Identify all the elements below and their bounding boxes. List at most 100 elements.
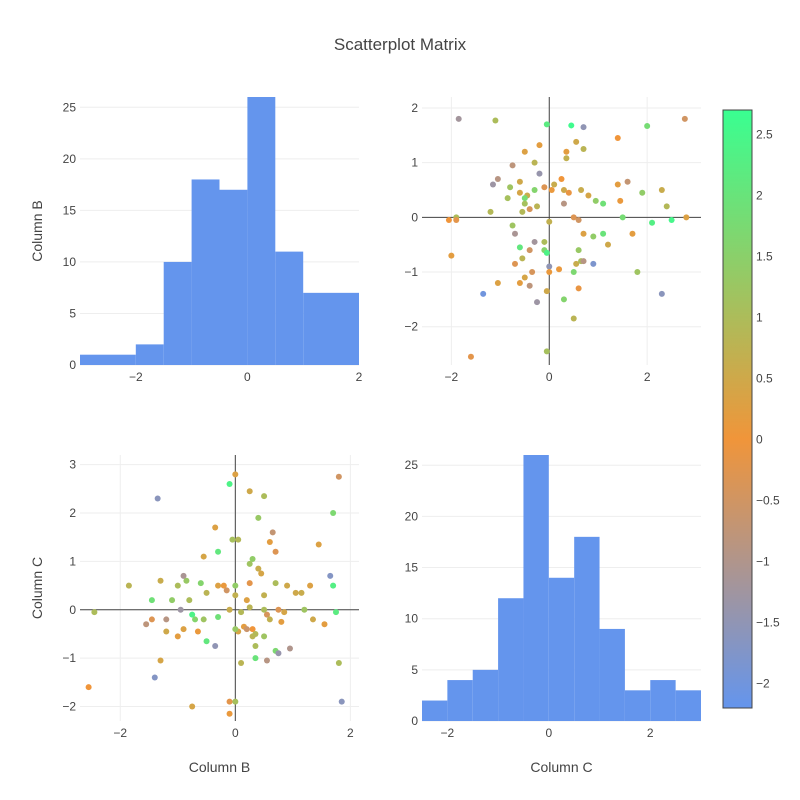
scatter-point[interactable] [534, 203, 541, 210]
scatter-point[interactable] [526, 206, 533, 213]
scatter-point[interactable] [600, 230, 607, 237]
scatter-point[interactable] [494, 176, 501, 183]
scatter-point[interactable] [157, 577, 164, 584]
scatter-point[interactable] [489, 181, 496, 188]
scatter-point[interactable] [563, 148, 570, 155]
scatter-point[interactable] [507, 184, 514, 191]
scatter-point[interactable] [148, 597, 155, 604]
scatter-point[interactable] [580, 258, 587, 265]
scatter-point[interactable] [238, 659, 245, 666]
scatter-point[interactable] [143, 621, 150, 628]
scatter-point[interactable] [448, 252, 455, 259]
scatter-point[interactable] [541, 184, 548, 191]
scatter-point[interactable] [575, 247, 582, 254]
scatter-point[interactable] [580, 145, 587, 152]
scatter-point[interactable] [263, 611, 270, 618]
scatter-point[interactable] [284, 582, 291, 589]
scatter-point[interactable] [644, 122, 651, 129]
scatter-point[interactable] [261, 493, 268, 500]
histogram-bar[interactable] [523, 455, 549, 721]
scatter-point[interactable] [243, 626, 250, 633]
histogram-bar[interactable] [80, 354, 136, 365]
scatter-point[interactable] [560, 296, 567, 303]
histogram-bar[interactable] [447, 680, 473, 721]
scatter-point[interactable] [619, 214, 626, 221]
scatter-point[interactable] [560, 186, 567, 193]
scatter-point[interactable] [614, 181, 621, 188]
scatter-point[interactable] [563, 155, 570, 162]
scatter-point[interactable] [492, 117, 499, 124]
scatter-point[interactable] [226, 481, 233, 488]
scatter-point[interactable] [252, 630, 259, 637]
scatter-point[interactable] [543, 121, 550, 128]
scatter-point[interactable] [189, 611, 196, 618]
scatter-point[interactable] [85, 684, 92, 691]
scatter-point[interactable] [252, 655, 259, 662]
scatter-point[interactable] [543, 348, 550, 355]
scatter-point[interactable] [658, 186, 665, 193]
scatter-point[interactable] [298, 589, 305, 596]
scatter-point[interactable] [575, 285, 582, 292]
scatter-point[interactable] [177, 606, 184, 613]
scatter-point[interactable] [531, 159, 538, 166]
scatter-point[interactable] [504, 195, 511, 202]
scatter-point[interactable] [327, 572, 334, 579]
scatter-point[interactable] [658, 290, 665, 297]
scatter-point[interactable] [255, 565, 262, 572]
scatter-point[interactable] [246, 488, 253, 495]
scatter-point[interactable] [534, 299, 541, 306]
scatter-point[interactable] [261, 633, 268, 640]
scatter-point[interactable] [215, 548, 222, 555]
scatter-point[interactable] [578, 186, 585, 193]
scatter-point[interactable] [246, 560, 253, 567]
scatter-point[interactable] [531, 186, 538, 193]
scatter-point[interactable] [180, 626, 187, 633]
scatter-point[interactable] [261, 606, 268, 613]
scatter-point[interactable] [232, 626, 239, 633]
scatter-point[interactable] [235, 536, 242, 543]
scatter-point[interactable] [266, 616, 273, 623]
scatter-point[interactable] [309, 616, 316, 623]
scatter-point[interactable] [203, 638, 210, 645]
scatter-point[interactable] [272, 580, 279, 587]
scatter-point[interactable] [558, 176, 565, 183]
scatter-point[interactable] [275, 606, 282, 613]
scatter-point[interactable] [445, 217, 452, 224]
scatter-point[interactable] [548, 186, 555, 193]
scatter-point[interactable] [663, 203, 670, 210]
histogram-bar[interactable] [675, 690, 701, 721]
scatter-point[interactable] [521, 274, 528, 281]
scatter-point[interactable] [546, 263, 553, 270]
scatter-point[interactable] [521, 148, 528, 155]
scatter-point[interactable] [580, 230, 587, 237]
scatter-point[interactable] [292, 589, 299, 596]
scatter-point[interactable] [487, 208, 494, 215]
scatter-point[interactable] [575, 217, 582, 224]
scatter-point[interactable] [215, 582, 222, 589]
scatter-point[interactable] [307, 582, 314, 589]
scatter-point[interactable] [560, 200, 567, 207]
scatter-point[interactable] [600, 200, 607, 207]
scatter-point[interactable] [194, 628, 201, 635]
scatter-point[interactable] [605, 241, 611, 248]
scatter-point[interactable] [246, 604, 253, 611]
scatter-point[interactable] [215, 614, 222, 621]
scatter-point[interactable] [212, 643, 219, 650]
scatter-point[interactable] [512, 260, 518, 267]
scatter-point[interactable] [249, 555, 256, 562]
scatter-point[interactable] [543, 249, 550, 256]
scatter-point[interactable] [516, 189, 523, 196]
histogram-bar[interactable] [599, 628, 625, 721]
scatter-point[interactable] [573, 260, 580, 267]
scatter-point[interactable] [536, 142, 543, 149]
scatter-point[interactable] [629, 230, 636, 237]
scatter-point[interactable] [263, 657, 270, 664]
scatter-point[interactable] [286, 645, 293, 652]
scatter-point[interactable] [516, 178, 523, 185]
scatter-point[interactable] [521, 195, 528, 202]
scatter-point[interactable] [592, 197, 599, 204]
scatter-point[interactable] [590, 233, 597, 240]
scatter-point[interactable] [192, 616, 199, 623]
scatter-point[interactable] [617, 197, 624, 204]
histogram-bar[interactable] [650, 680, 676, 721]
